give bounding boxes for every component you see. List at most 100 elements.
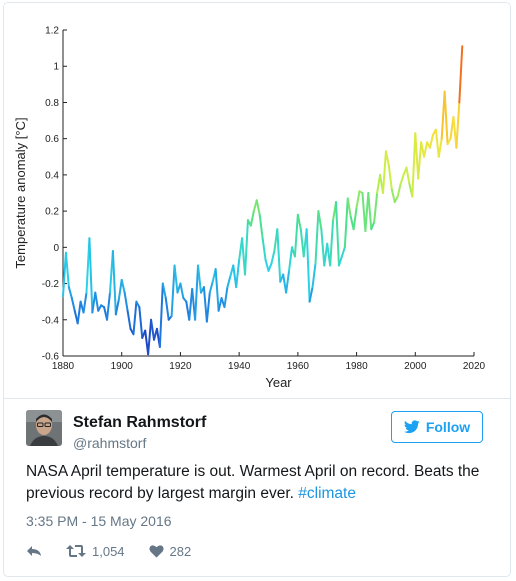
y-tick-label: 0.2 (45, 207, 59, 218)
series-segment (111, 249, 117, 316)
y-tick-label: 1 (53, 62, 59, 73)
retweet-count: 1,054 (92, 543, 125, 559)
series-segment (94, 291, 100, 312)
series-segment (293, 213, 299, 258)
series-segment (97, 304, 103, 312)
series-segment (114, 298, 120, 316)
x-tick-label: 1880 (52, 361, 75, 372)
series-segment (343, 197, 349, 249)
series-segment (393, 195, 399, 204)
series-segment (270, 249, 276, 265)
series-segment (296, 213, 302, 231)
hashtag-link[interactable]: #climate (298, 485, 356, 502)
series-segment (202, 286, 208, 323)
follow-label: Follow (425, 419, 471, 435)
bird-icon (403, 420, 420, 434)
series-segment (335, 201, 340, 267)
temperature-chart: 1880 1900 1920 1940 1960 1980 2000 2020 -0.6 -0.4… (13, 26, 486, 391)
reply-button[interactable] (26, 544, 42, 558)
like-count: 282 (169, 543, 192, 559)
x-tick-label: 1920 (169, 361, 192, 372)
series-segment (308, 286, 314, 303)
series-segment (367, 192, 373, 231)
series-segment (355, 190, 361, 209)
series-segment (161, 282, 167, 300)
series-segment (396, 182, 402, 198)
y-tick-label: -0.6 (42, 352, 60, 363)
series-segment (340, 246, 346, 258)
series-segment (434, 128, 440, 158)
series-segment (217, 297, 223, 312)
x-tick-label: 2000 (404, 361, 427, 372)
series-segment (288, 246, 293, 272)
series-segment (317, 210, 323, 231)
series-segment (173, 264, 179, 294)
series-segment (164, 297, 170, 321)
x-axis-title: Year (265, 375, 292, 390)
like-button[interactable]: 282 (148, 543, 192, 559)
x-tick-label: 1940 (228, 361, 251, 372)
y-tick-label: -0.2 (42, 279, 60, 290)
heart-icon (148, 545, 164, 558)
y-tick-label: 1.2 (45, 26, 59, 37)
series-segment (346, 197, 352, 218)
retweet-button[interactable]: 1,054 (66, 544, 125, 559)
series-segment (244, 219, 249, 276)
series-segment (88, 237, 94, 314)
series-segment (399, 173, 405, 185)
series-segment (387, 164, 393, 191)
author-handle[interactable]: @rahmstorf (73, 435, 147, 451)
series-segment (370, 220, 376, 231)
series-segment (197, 264, 202, 294)
tweet-media-chart[interactable]: 1880 1900 1920 1940 1960 1980 2000 2020 -0.6 -0.4… (4, 3, 510, 399)
series-segment (411, 132, 417, 198)
series-segment (214, 268, 220, 312)
series-segment (352, 206, 358, 231)
series-segment (329, 219, 335, 267)
series-segment (179, 282, 185, 300)
series-segment (132, 300, 138, 336)
y-axis-title: Temperature anomaly [°C] (13, 117, 28, 268)
series-segment (205, 291, 211, 323)
y-tick-label: 0.8 (45, 98, 59, 109)
series-segment (135, 300, 141, 309)
series-segment (64, 251, 70, 289)
series-segment (208, 280, 214, 294)
series-segment (264, 259, 270, 272)
author-name[interactable]: Stefan Rahmstorf (73, 414, 207, 431)
follow-button[interactable]: Follow (391, 411, 483, 443)
series-segment (126, 309, 132, 330)
series-segment (437, 137, 443, 158)
series-segment (67, 286, 73, 300)
series-segment (458, 45, 464, 104)
tweet-actions: 1,054 282 (26, 541, 215, 561)
series-segment (82, 291, 88, 314)
series-segment (423, 141, 429, 158)
tweet-header: Stefan Rahmstorf @rahmstorf Follow (4, 407, 510, 457)
series-segment (285, 269, 291, 294)
series-segment (150, 318, 156, 341)
tweet-timestamp[interactable]: 3:35 PM - 15 May 2016 (26, 513, 172, 529)
series-segment (384, 150, 390, 167)
series-segment (320, 228, 326, 267)
x-tick-label: 1900 (111, 361, 134, 372)
avatar[interactable] (26, 410, 62, 446)
series-segment (417, 141, 423, 180)
y-tick-label: 0 (53, 243, 59, 254)
series-segment (390, 188, 396, 204)
x-tick-label: 2020 (463, 361, 486, 372)
tweet-body: NASA April temperature is out. Warmest A… (26, 463, 480, 502)
series-segment (223, 286, 229, 309)
series-segment (405, 166, 411, 185)
series-segment (255, 199, 261, 216)
series-segment (267, 262, 273, 272)
series-segment (455, 101, 461, 149)
series-segment (158, 282, 164, 348)
x-tick-label: 1960 (287, 361, 310, 372)
series-segment (170, 264, 176, 318)
series-segment (311, 262, 317, 289)
series-segment (194, 264, 200, 321)
series-segment (373, 192, 379, 223)
y-tick-label: 0.4 (45, 170, 59, 181)
series-segment (226, 275, 232, 289)
